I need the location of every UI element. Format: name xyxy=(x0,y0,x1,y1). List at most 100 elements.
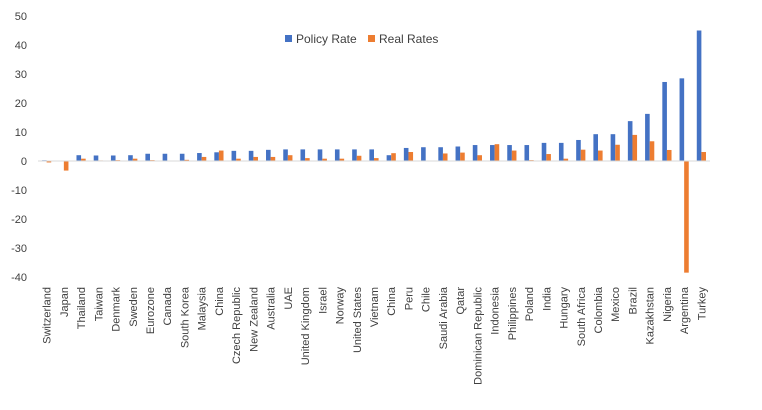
category-label: Chile xyxy=(421,287,433,312)
real-rate-bar xyxy=(615,144,620,161)
real-rate-bar xyxy=(546,154,551,161)
real-rate-bar xyxy=(701,152,706,161)
real-rate-bar xyxy=(408,152,414,161)
category-labels: Switzerland Japan Thailand Taiwan Denmark Swe… xyxy=(42,286,709,385)
y-tick-label: 10 xyxy=(15,127,27,139)
real-rate-bar xyxy=(63,161,69,171)
real-rate-bar xyxy=(598,150,603,161)
category-label: Brazil xyxy=(627,287,639,315)
category-label: Taiwan xyxy=(93,287,105,321)
y-tick-label: -10 xyxy=(11,185,27,197)
category-label: Turkey xyxy=(696,287,708,321)
real-rate-bar xyxy=(563,158,569,161)
real-rate-bar xyxy=(374,158,379,161)
y-tick-label: 50 xyxy=(15,11,27,23)
real-rate-bar xyxy=(666,149,672,161)
real-rate-bar xyxy=(46,161,52,163)
policy-rate-bar xyxy=(576,139,581,161)
y-tick-label: -20 xyxy=(11,214,27,226)
y-tick-label: 20 xyxy=(15,98,27,110)
category-label: Philippines xyxy=(507,287,519,341)
policy-rate-bar xyxy=(421,147,426,161)
category-label: Eurozone xyxy=(145,287,157,334)
category-label: Mexico xyxy=(610,287,622,322)
category-label: Israel xyxy=(317,287,329,314)
category-label: Denmark xyxy=(111,287,123,332)
category-label: China xyxy=(386,286,398,316)
policy-rate-bar xyxy=(386,155,392,161)
category-label: New Zealand xyxy=(248,287,260,352)
y-tick-label: 30 xyxy=(15,69,27,81)
category-label: Nigeria xyxy=(662,286,674,322)
y-axis: -40 -30 -20 -10 0 10 20 30 40 50 xyxy=(11,11,27,284)
policy-rate-bar xyxy=(197,153,202,161)
category-label: Kazakhstan xyxy=(645,287,657,344)
real-rate-bar xyxy=(339,158,345,161)
category-label: United States xyxy=(352,287,364,354)
category-label: Hungary xyxy=(559,287,571,329)
category-label: Thailand xyxy=(76,287,88,329)
real-rate-bar xyxy=(511,150,517,161)
policy-rate-bar xyxy=(317,149,323,161)
policy-rate-bar xyxy=(231,150,237,161)
category-label: South Africa xyxy=(576,286,588,346)
real-rate-bar xyxy=(236,158,241,161)
real-rate-bar xyxy=(649,141,655,161)
y-tick-label: 0 xyxy=(21,156,27,168)
category-label: Malaysia xyxy=(197,286,209,330)
category-label: United Kingdom xyxy=(300,287,312,365)
policy-rate-bar xyxy=(472,145,478,161)
policy-rate-bar xyxy=(369,149,374,161)
policy-rate-bar xyxy=(679,78,685,161)
policy-rate-bar xyxy=(455,146,461,161)
category-label: India xyxy=(541,286,553,311)
category-label: Japan xyxy=(59,287,71,317)
policy-rate-bar xyxy=(558,142,564,162)
policy-rate-bar xyxy=(662,81,667,161)
policy-rate-bar xyxy=(438,147,443,161)
real-rate-bar xyxy=(201,156,207,161)
legend: Policy Rate Real Rates xyxy=(285,32,438,46)
category-label: Canada xyxy=(162,286,174,325)
y-tick-label: -30 xyxy=(11,243,27,255)
policy-rate-bar xyxy=(507,145,512,161)
category-label: Peru xyxy=(403,287,415,310)
real-rate-bar xyxy=(356,155,362,161)
real-rate-bar xyxy=(81,158,86,161)
real-rate-bar xyxy=(632,134,638,161)
category-label: South Korea xyxy=(179,286,191,348)
policy-rate-bar xyxy=(352,149,357,161)
real-rate-bar xyxy=(580,149,586,161)
category-label: Colombia xyxy=(593,286,605,333)
category-label: China xyxy=(214,286,226,316)
policy-rate-bar xyxy=(110,155,116,161)
category-label: Sweden xyxy=(128,287,140,327)
policy-rate-bar xyxy=(76,155,82,161)
legend-label-policy-rate: Policy Rate xyxy=(296,32,357,46)
policy-rate-bar xyxy=(266,149,271,161)
real-rate-bar xyxy=(253,156,258,161)
bars xyxy=(42,30,706,273)
legend-swatch-policy-rate xyxy=(285,35,292,42)
real-rate-bar xyxy=(184,159,190,161)
policy-rate-bar xyxy=(248,150,254,161)
policy-rate-bar xyxy=(696,30,702,161)
policy-rate-bar xyxy=(490,145,495,161)
policy-rate-bar xyxy=(283,149,288,161)
real-rate-bar xyxy=(218,150,224,161)
legend-swatch-real-rates xyxy=(368,35,375,42)
policy-rate-bar xyxy=(162,153,168,161)
category-label: Argentina xyxy=(679,286,691,334)
real-rate-bar xyxy=(460,152,465,161)
policy-rate-bar xyxy=(610,134,616,161)
real-rate-bar xyxy=(477,155,482,161)
policy-rate-bar xyxy=(145,153,150,161)
category-label: Saudi Arabia xyxy=(438,286,450,349)
category-label: Vietnam xyxy=(369,287,381,327)
category-label: Qatar xyxy=(455,287,467,315)
y-tick-label: -40 xyxy=(11,272,27,284)
real-rate-bar xyxy=(270,156,276,161)
real-rate-bar xyxy=(442,153,448,161)
category-label: UAE xyxy=(283,287,295,310)
